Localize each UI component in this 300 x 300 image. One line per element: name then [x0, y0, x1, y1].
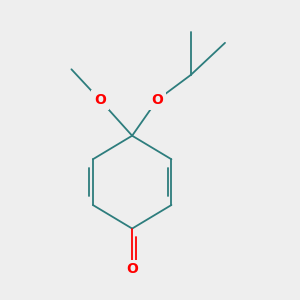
- Text: O: O: [94, 93, 106, 107]
- Text: O: O: [151, 93, 163, 107]
- Text: O: O: [126, 262, 138, 276]
